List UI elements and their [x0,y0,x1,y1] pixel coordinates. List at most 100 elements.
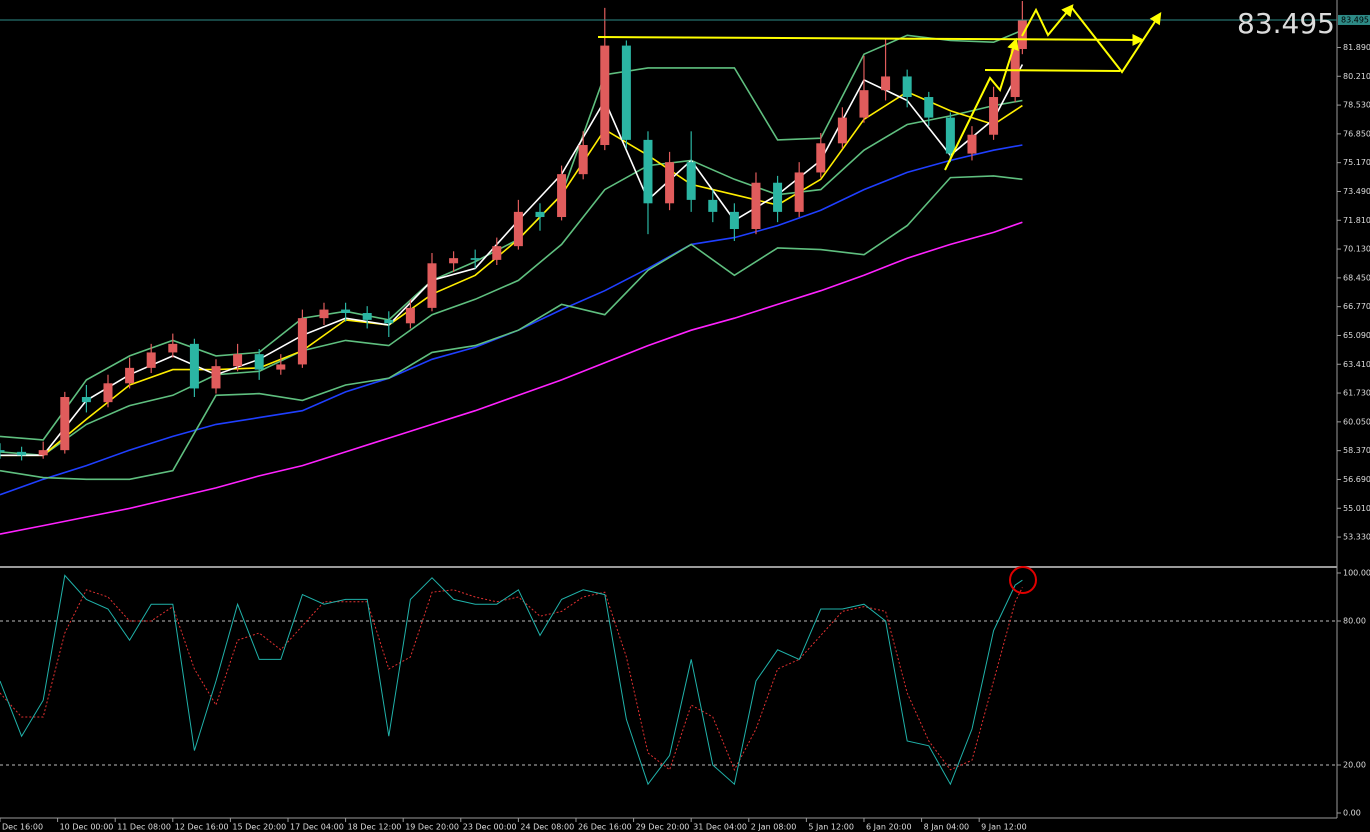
x-tick-label: 17 Dec 04:00 [290,823,344,832]
candle-body [168,343,178,353]
candle-body [837,117,847,144]
candle-body [945,117,955,154]
indicator-line [0,587,1023,771]
y-tick-label: 61.730 [1343,389,1370,398]
candle-body [557,174,567,218]
indicator-line [0,574,1023,786]
candle-body [859,90,869,118]
indicator-line [0,29,1023,441]
y-tick-label: 60.050 [1343,417,1370,426]
x-tick-label: 10 Dec 00:00 [60,823,114,832]
y-tick-label: 58.370 [1343,446,1370,455]
candle-body [513,211,523,247]
candle-body [881,76,891,91]
annotations [597,4,1162,171]
candle-body [708,199,718,212]
candle-body [492,246,502,260]
candle-body [0,450,5,452]
x-tick-label: 19 Dec 20:00 [405,823,459,832]
indicator-line [0,221,1023,535]
candle-body [773,182,783,212]
y-tick-label: 55.010 [1343,504,1370,513]
candle-body [751,182,761,230]
x-tick-label: 31 Dec 04:00 [693,823,747,832]
x-tick-label: 8 Jan 04:00 [924,823,970,832]
x-tick-label: 18 Dec 12:00 [348,823,402,832]
wave-arrow [1021,4,1074,37]
candle-body [405,307,415,324]
y-tick-label: 65.090 [1343,331,1370,340]
x-tick-label: 6 Jan 20:00 [866,823,912,832]
y-tick-label: 78.530 [1343,101,1370,110]
y-tick-label: 53.330 [1343,533,1370,542]
indicator-line [0,99,1023,457]
x-tick-label: 23 Dec 00:00 [463,823,517,832]
last-price-big: 83.495 [1237,7,1335,40]
candle-body [1010,49,1020,98]
candle-body [600,45,610,146]
candle-body [816,143,826,173]
x-tick-label: 2 Jan 08:00 [751,823,797,832]
y-tick-label: 80.210 [1343,72,1370,81]
y-tick-label: 76.850 [1343,129,1370,138]
x-tick-label: Dec 16:00 [2,823,43,832]
wave-arrow [1071,7,1162,74]
y-tick-label: 68.450 [1343,273,1370,282]
indicator-line [0,144,1023,496]
candle-body [103,383,113,403]
candle-body [146,352,156,368]
candle-body [17,451,27,456]
candle-body [297,318,307,365]
candle-body [211,366,221,389]
candle-body [729,211,739,230]
x-tick-label: 11 Dec 08:00 [117,823,171,832]
highlight-circle [1009,566,1037,594]
candle-body [125,367,135,384]
candle-body [384,319,394,324]
y-tick-label: 63.410 [1343,360,1370,369]
x-tick-label: 9 Jan 12:00 [981,823,1027,832]
candle-body [686,162,696,200]
y-tick-label: 20.00 [1343,761,1366,770]
y-tick-label: 56.690 [1343,475,1370,484]
x-tick-label: 5 Jan 12:00 [808,823,854,832]
x-tick-label: 29 Dec 20:00 [636,823,690,832]
x-tick-label: 24 Dec 08:00 [520,823,574,832]
y-tick-label: 75.170 [1343,158,1370,167]
x-tick-label: 12 Dec 16:00 [175,823,229,832]
candle-body [189,343,199,389]
candle-body [341,309,351,314]
last-price-box [1338,14,1370,25]
candle-body [81,397,91,403]
y-tick-label: 80.00 [1343,616,1366,625]
y-tick-label: 73.490 [1343,187,1370,196]
indicator-line [0,64,1024,457]
resistance-line [597,33,1145,46]
candle-body [60,397,70,451]
y-tick-label: 100.00 [1343,568,1370,577]
candle-body [535,211,545,218]
candle-body [233,354,243,367]
x-tick-label: 26 Dec 16:00 [578,823,632,832]
y-tick-label: 0.00 [1343,809,1361,818]
candle-body [470,258,480,260]
candle-body [924,97,934,118]
y-tick-label: 66.770 [1343,302,1370,311]
wave-arrow [944,37,1019,171]
candle-body [967,134,977,154]
candle-body [276,364,286,370]
x-tick-label: 15 Dec 20:00 [232,823,286,832]
candle-body [665,162,675,204]
candle-body [254,354,264,370]
y-tick-label: 70.130 [1343,245,1370,254]
candle-body [794,172,804,212]
y-tick-label: 71.810 [1343,216,1370,225]
candle-body [319,309,329,319]
candle-body [362,313,372,320]
candle-body [38,450,48,456]
candle-body [449,258,459,264]
candle-body [578,145,588,175]
